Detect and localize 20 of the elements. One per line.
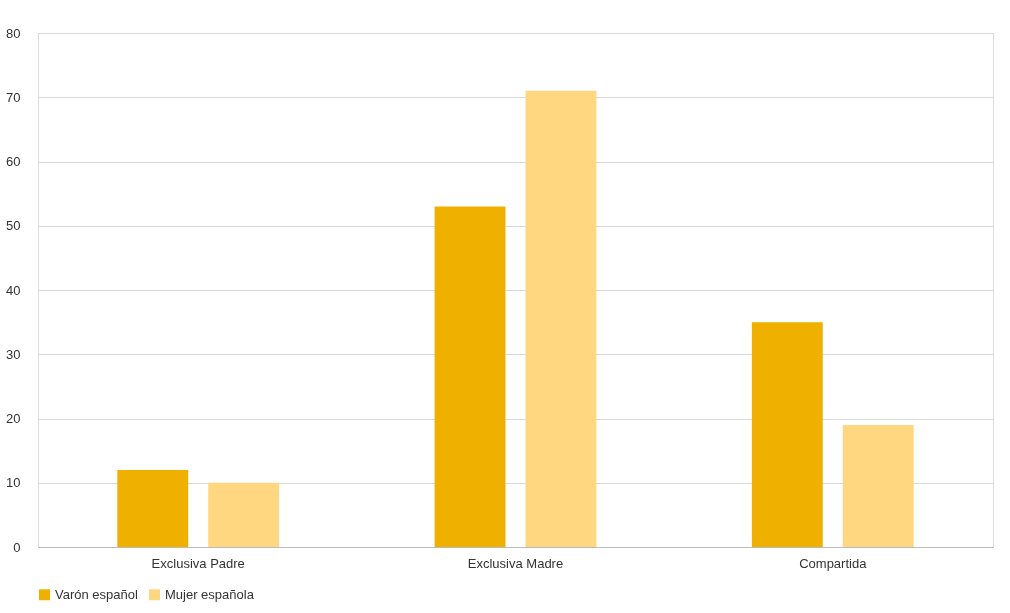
bar	[208, 482, 280, 547]
bar	[842, 424, 914, 547]
y-tick-label: 50	[6, 218, 21, 234]
y-tick-label: 20	[6, 411, 21, 426]
y-tick-label: 30	[6, 346, 21, 362]
y-tick-label: 80	[6, 25, 21, 41]
bar	[525, 90, 597, 547]
y-tick-label: 60	[6, 154, 21, 169]
bar	[751, 322, 823, 547]
x-tick-label: Compartida	[799, 555, 868, 571]
y-tick-label: 10	[6, 475, 21, 491]
legend-label: Varón español	[55, 586, 138, 602]
x-tick-label: Exclusiva Madre	[467, 555, 564, 571]
bar	[434, 206, 506, 547]
x-tick-label: Exclusiva Padre	[151, 555, 245, 571]
bar	[117, 469, 189, 547]
legend-label: Mujer española	[165, 586, 255, 602]
y-tick-label: 40	[6, 282, 21, 298]
y-tick-label: 0	[13, 539, 21, 555]
y-tick-label: 70	[6, 89, 21, 105]
